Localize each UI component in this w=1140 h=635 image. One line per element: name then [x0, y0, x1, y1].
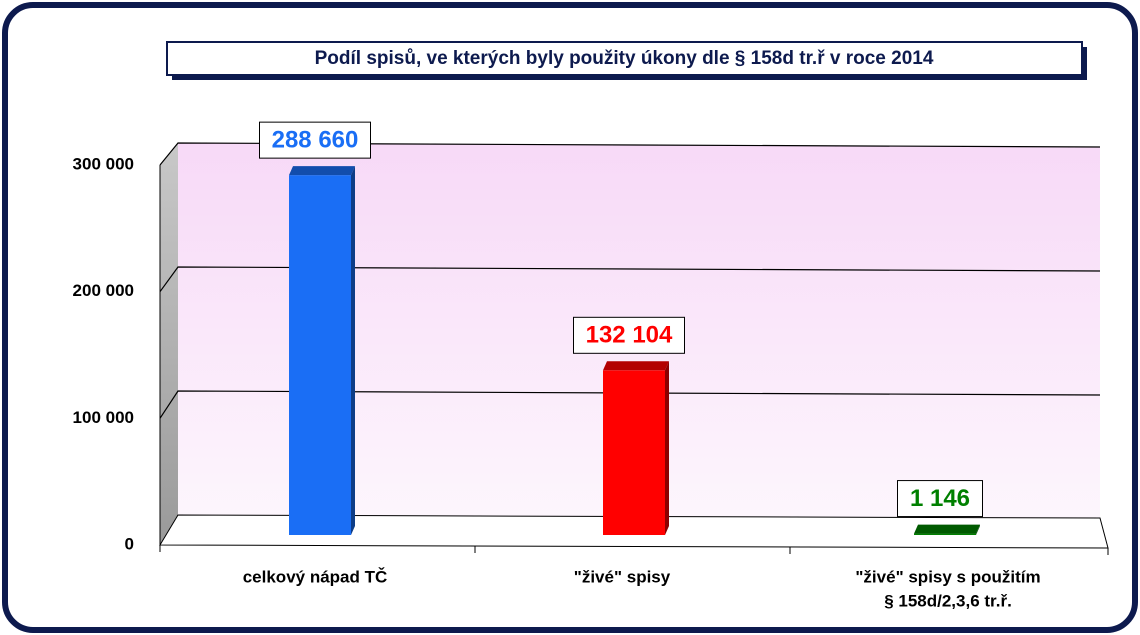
y-tick-label: 100 000: [73, 408, 134, 427]
side-wall: [160, 143, 178, 545]
value-label: 132 104: [586, 322, 673, 349]
value-label-box: [259, 121, 371, 159]
floor-ticks: [159, 545, 1109, 555]
x-tick-label: "živé" spisy s použitím: [855, 567, 1040, 586]
y-tick-label: 200 000: [73, 281, 134, 300]
bar-top: [914, 524, 980, 534]
x-tick-label: § 158d/2,3,6 tr.ř.: [884, 591, 1012, 610]
grid-line: [159, 390, 1101, 419]
x-tick-label: "živé" spisy: [574, 567, 671, 586]
bar: [289, 175, 351, 535]
title-box: [166, 41, 1083, 76]
value-label: 1 146: [910, 485, 970, 512]
bar-top: [603, 361, 669, 371]
bar-side: [351, 166, 355, 535]
value-label-box: [897, 480, 983, 518]
y-tick-label: 300 000: [73, 154, 134, 173]
value-label: 288 660: [272, 126, 359, 153]
bar: [914, 533, 976, 535]
value-label-box: [573, 316, 685, 354]
grid-line: [159, 266, 1101, 293]
bar: [603, 370, 665, 535]
bar-side: [976, 524, 980, 535]
y-tick-label: 0: [125, 534, 134, 553]
grid-line: [159, 142, 1101, 166]
bar-top: [289, 166, 355, 176]
x-tick-label: celkový nápad TČ: [243, 567, 388, 586]
chart-title: Podíl spisů, ve kterých byly použity úko…: [315, 48, 934, 69]
bar-side: [665, 361, 669, 535]
